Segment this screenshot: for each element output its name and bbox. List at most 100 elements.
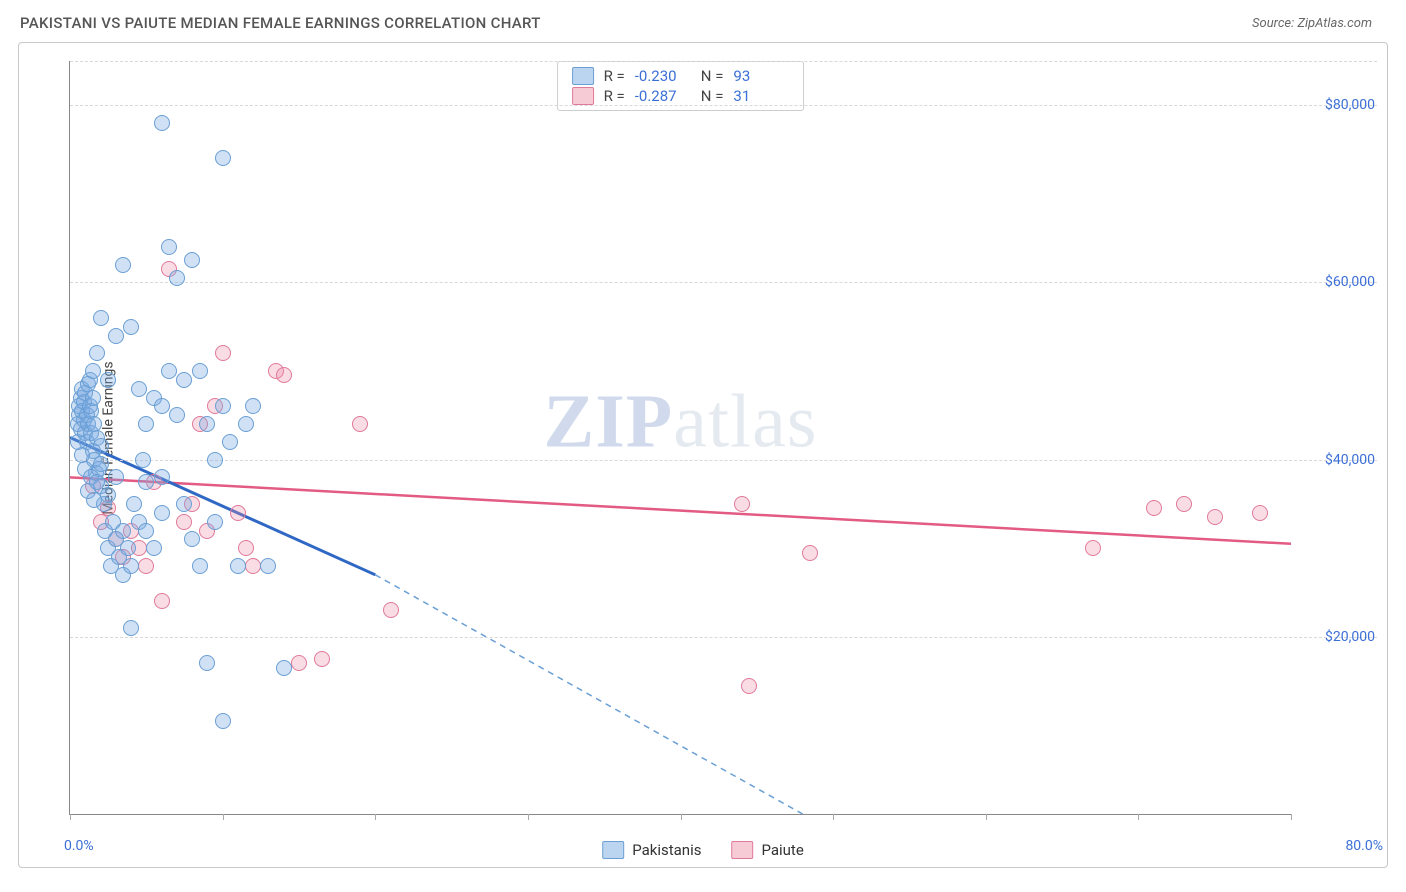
gridline <box>70 460 1377 461</box>
y-tick-label: $20,000 <box>1325 629 1375 645</box>
data-point <box>222 434 238 450</box>
data-point <box>260 558 276 574</box>
data-point <box>93 456 109 472</box>
data-point <box>215 398 231 414</box>
chart-title: PAKISTANI VS PAIUTE MEDIAN FEMALE EARNIN… <box>20 14 541 32</box>
data-point <box>352 416 368 432</box>
data-point <box>100 372 116 388</box>
gridline <box>70 105 1377 106</box>
data-point <box>126 496 142 512</box>
data-point <box>86 492 102 508</box>
swatch-icon <box>731 841 753 859</box>
data-point <box>154 505 170 521</box>
x-tick <box>1138 814 1139 820</box>
source-attribution: Source: ZipAtlas.com <box>1252 16 1372 31</box>
data-point <box>199 416 215 432</box>
data-point <box>238 416 254 432</box>
data-point <box>74 447 90 463</box>
x-tick <box>528 814 529 820</box>
data-point <box>215 345 231 361</box>
data-point <box>85 363 101 379</box>
data-point <box>93 310 109 326</box>
data-point <box>238 540 254 556</box>
data-point <box>115 523 131 539</box>
data-point <box>176 372 192 388</box>
data-point <box>245 558 261 574</box>
data-point <box>230 558 246 574</box>
data-point <box>1207 509 1223 525</box>
data-point <box>184 252 200 268</box>
swatch-icon <box>572 87 594 105</box>
x-tick <box>375 814 376 820</box>
y-tick-label: $80,000 <box>1325 97 1375 113</box>
x-tick <box>70 814 71 820</box>
legend-row: R = -0.230 N = 93 <box>572 66 790 86</box>
data-point <box>184 531 200 547</box>
legend-item: Paiute <box>731 841 803 859</box>
legend-row: R = -0.287 N = 31 <box>572 86 790 106</box>
x-axis-max-label: 80.0% <box>1345 838 1383 854</box>
x-tick <box>1291 814 1292 820</box>
data-point <box>1146 500 1162 516</box>
data-point <box>802 545 818 561</box>
data-point <box>215 713 231 729</box>
data-point <box>123 620 139 636</box>
data-point <box>154 593 170 609</box>
data-point <box>245 398 261 414</box>
x-tick <box>223 814 224 820</box>
trend-lines <box>70 61 1291 814</box>
data-point <box>138 523 154 539</box>
data-point <box>154 469 170 485</box>
x-tick <box>833 814 834 820</box>
data-point <box>123 319 139 335</box>
series-legend: Pakistanis Paiute <box>602 841 804 859</box>
data-point <box>176 514 192 530</box>
data-point <box>89 474 105 490</box>
data-point <box>192 363 208 379</box>
watermark: ZIPatlas <box>544 379 818 466</box>
data-point <box>108 328 124 344</box>
data-point <box>192 558 208 574</box>
data-point <box>138 474 154 490</box>
legend-item: Pakistanis <box>602 841 701 859</box>
data-point <box>291 655 307 671</box>
data-point <box>131 381 147 397</box>
data-point <box>161 239 177 255</box>
data-point <box>276 660 292 676</box>
swatch-icon <box>572 67 594 85</box>
data-point <box>89 345 105 361</box>
data-point <box>100 487 116 503</box>
data-point <box>314 651 330 667</box>
data-point <box>1176 496 1192 512</box>
x-tick <box>681 814 682 820</box>
data-point <box>734 496 750 512</box>
data-point <box>108 469 124 485</box>
plot-area: Median Female Earnings ZIPatlas 0.0% 80.… <box>69 61 1291 815</box>
data-point <box>146 540 162 556</box>
correlation-legend: R = -0.230 N = 93 R = -0.287 N = 31 <box>557 61 805 111</box>
data-point <box>176 496 192 512</box>
data-point <box>161 363 177 379</box>
x-tick <box>986 814 987 820</box>
data-point <box>138 558 154 574</box>
data-point <box>1252 505 1268 521</box>
data-point <box>199 655 215 671</box>
data-point <box>207 452 223 468</box>
data-point <box>120 540 136 556</box>
y-tick-label: $60,000 <box>1325 274 1375 290</box>
data-point <box>85 390 101 406</box>
data-point <box>123 558 139 574</box>
x-axis-min-label: 0.0% <box>64 838 94 854</box>
data-point <box>135 452 151 468</box>
data-point <box>215 150 231 166</box>
chart-frame: Median Female Earnings ZIPatlas 0.0% 80.… <box>18 42 1388 868</box>
data-point <box>115 257 131 273</box>
gridline <box>70 61 1377 62</box>
gridline <box>70 637 1377 638</box>
swatch-icon <box>602 841 624 859</box>
data-point <box>154 115 170 131</box>
data-point <box>169 407 185 423</box>
data-point <box>741 678 757 694</box>
data-point <box>93 438 109 454</box>
data-point <box>169 270 185 286</box>
